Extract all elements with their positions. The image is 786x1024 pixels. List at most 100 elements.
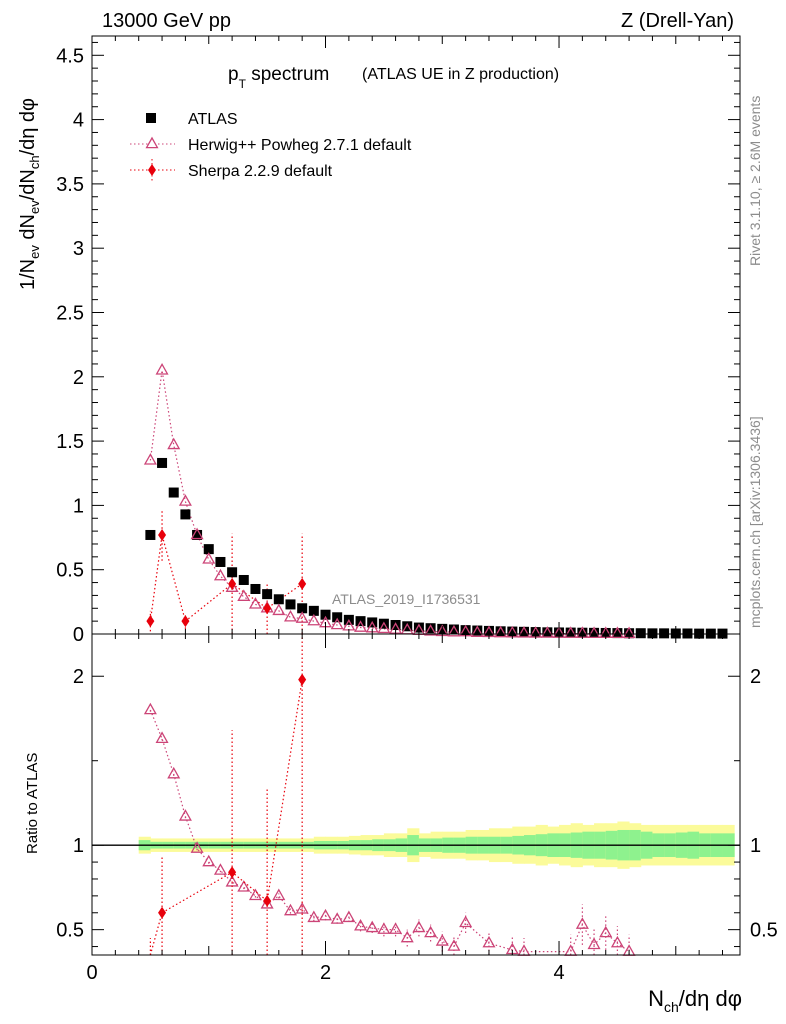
herwig-point xyxy=(354,620,368,632)
atlas-point xyxy=(612,628,623,639)
atlas-point xyxy=(238,574,249,585)
herwig-point xyxy=(237,589,251,601)
ratio-herwig-point xyxy=(459,915,473,928)
ratio-herwig-point xyxy=(354,918,368,931)
ratio-herwig-point xyxy=(412,920,426,933)
atlas-point xyxy=(448,624,459,635)
herwig-point xyxy=(248,597,262,609)
plot-title: pT spectrum xyxy=(228,64,329,91)
herwig-point xyxy=(330,617,344,630)
side-label-mcplots: mcplots.cern.ch [arXiv:1306.3436] xyxy=(747,416,763,628)
watermark: ATLAS_2019_I1736531 xyxy=(332,591,481,607)
herwig-point xyxy=(295,611,309,623)
ratio-herwig-point xyxy=(424,925,438,938)
main-ytick-label: 4 xyxy=(73,110,84,132)
ratio-herwig-point xyxy=(389,922,403,934)
atlas-point xyxy=(542,627,553,638)
ratio-ytick-label-right: 0.5 xyxy=(750,920,778,942)
atlas-point xyxy=(320,609,331,620)
atlas-point xyxy=(227,567,238,578)
main-ylabel: 1/Nev dNev/dNch/dη dφ xyxy=(17,98,42,290)
sherpa-point xyxy=(158,528,167,541)
ratio-ytick-label: 1 xyxy=(73,835,84,857)
ratio-sherpa-point xyxy=(228,866,237,879)
atlas-point xyxy=(145,529,156,540)
main-panel: 0 0.5 1 1.5 2 2.5 3 3.5 4 4.5 pT spectrum (ATLAS … xyxy=(17,35,741,646)
ratio-herwig-point xyxy=(307,910,321,923)
atlas-point xyxy=(682,628,693,639)
ratio-frame xyxy=(91,633,741,956)
atlas-point xyxy=(519,626,529,637)
atlas-point xyxy=(390,619,401,630)
ratio-herwig-point xyxy=(610,935,624,948)
main-ytick-label: 2 xyxy=(73,367,84,389)
ratio-ytick-label: 0.5 xyxy=(56,920,84,942)
herwig-point xyxy=(178,494,192,506)
ratio-herwig-point xyxy=(587,937,601,950)
main-ytick-label: 0.5 xyxy=(56,560,84,582)
atlas-point xyxy=(168,487,179,498)
herwig-point xyxy=(494,625,508,638)
herwig-point xyxy=(470,625,484,637)
herwig-point xyxy=(587,626,601,638)
herwig-point xyxy=(447,624,461,637)
plot-title-note: (ATLAS UE in Z production) xyxy=(362,66,559,83)
herwig-point xyxy=(424,624,438,636)
atlas-point xyxy=(192,529,203,540)
ratio-xtick-label: 2 xyxy=(320,962,331,984)
ratio-herwig-point xyxy=(447,939,461,951)
ratio-herwig-point xyxy=(319,908,333,921)
ratio-herwig-point xyxy=(143,702,157,715)
sherpa-point xyxy=(228,577,237,590)
x-axis-label: Nch/dη dφ xyxy=(648,986,742,1015)
ratio-sherpa-point xyxy=(158,906,167,919)
atlas-point xyxy=(425,623,436,634)
ratio-xtick-label: 0 xyxy=(86,962,97,984)
header-energy: 13000 GeV pp xyxy=(102,10,231,32)
atlas-point xyxy=(495,626,506,637)
atlas-point xyxy=(262,589,273,600)
herwig-point xyxy=(225,580,239,592)
atlas-point xyxy=(308,605,319,616)
main-ytick-label: 1 xyxy=(73,495,84,517)
sherpa-point xyxy=(146,615,155,628)
atlas-point xyxy=(413,622,424,633)
ratio-herwig-point xyxy=(599,925,613,938)
ratio-herwig-point xyxy=(435,934,449,946)
atlas-point xyxy=(659,628,670,639)
ratio-herwig-point xyxy=(155,731,169,743)
atlas-point xyxy=(635,628,646,639)
herwig-point xyxy=(202,552,216,564)
ratio-xtick-label: 4 xyxy=(553,962,564,984)
ratio-sherpa-point xyxy=(263,894,272,907)
ratio-ylabel: Ratio to ATLAS xyxy=(24,753,41,854)
ratio-herwig-point xyxy=(167,766,181,779)
ratio-herwig-point xyxy=(190,841,204,853)
ratio-herwig-point xyxy=(400,930,414,943)
herwig-point xyxy=(540,626,554,638)
atlas-point xyxy=(472,625,483,636)
main-ytick-label: 4.5 xyxy=(56,45,84,67)
legend-label: Herwig++ Powheg 2.7.1 default xyxy=(188,137,412,154)
atlas-point xyxy=(402,621,413,632)
side-label-rivet: Rivet 3.1.10, ≥ 2.6M events xyxy=(747,96,763,266)
atlas-point xyxy=(157,457,168,468)
plot-title-rest: spectrum xyxy=(246,64,329,85)
ratio-herwig-point xyxy=(272,888,286,901)
ratio-sherpa-point xyxy=(298,673,307,686)
atlas-point xyxy=(203,544,214,555)
ratio-herwig-point xyxy=(377,922,391,934)
atlas-point xyxy=(565,627,576,638)
herwig-point xyxy=(517,626,531,638)
ratio-sherpa-line xyxy=(149,679,303,956)
legend-sherpa-marker xyxy=(148,164,156,176)
herwig-point xyxy=(167,437,181,450)
atlas-point xyxy=(297,603,308,614)
ratio-herwig-point xyxy=(178,809,192,821)
ratio-ytick-label-right: 2 xyxy=(750,666,761,688)
sherpa-point xyxy=(298,577,307,590)
herwig-point xyxy=(143,453,157,465)
atlas-point xyxy=(180,509,191,520)
herwig-point xyxy=(564,626,578,638)
ratio-herwig-point xyxy=(283,903,297,916)
